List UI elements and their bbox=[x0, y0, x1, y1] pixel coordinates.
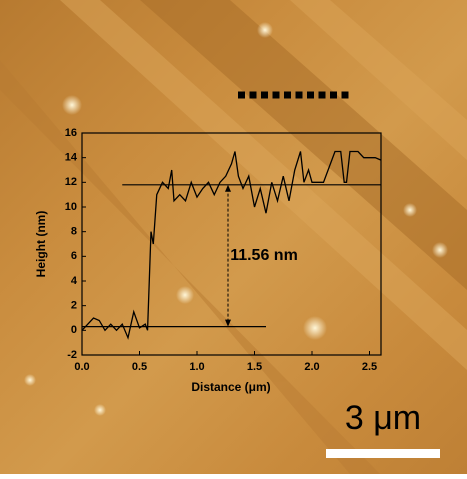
y-tick-label: 0 bbox=[71, 324, 77, 336]
arrow-head bbox=[225, 184, 231, 192]
y-tick-label: 16 bbox=[65, 127, 77, 139]
x-tick-label: 0.0 bbox=[74, 361, 89, 373]
y-tick-label: 4 bbox=[71, 275, 78, 287]
y-axis-label: Height (nm) bbox=[34, 211, 48, 278]
scale-bar-label: 3 μm bbox=[345, 399, 421, 437]
y-tick-label: -2 bbox=[67, 349, 77, 361]
x-tick-label: 1.0 bbox=[189, 361, 204, 373]
x-axis-label: Distance (μm) bbox=[191, 380, 270, 394]
x-tick-label: 0.5 bbox=[132, 361, 147, 373]
height-profile bbox=[81, 150, 382, 340]
plot-frame bbox=[81, 132, 382, 356]
scale-bar bbox=[326, 449, 440, 458]
y-tick-label: 2 bbox=[71, 300, 77, 312]
y-tick-label: 12 bbox=[65, 176, 77, 188]
x-tick-label: 2.5 bbox=[362, 361, 377, 373]
x-tick-label: 2.0 bbox=[304, 361, 319, 373]
y-tick-label: 14 bbox=[65, 152, 78, 164]
y-tick-label: 10 bbox=[65, 201, 77, 213]
y-tick-label: 8 bbox=[71, 226, 77, 238]
particles bbox=[24, 22, 448, 416]
arrow-head bbox=[225, 319, 231, 327]
step-height-label: 11.56 nm bbox=[230, 247, 298, 264]
x-tick-label: 1.5 bbox=[247, 361, 262, 373]
y-tick-label: 6 bbox=[71, 250, 77, 262]
